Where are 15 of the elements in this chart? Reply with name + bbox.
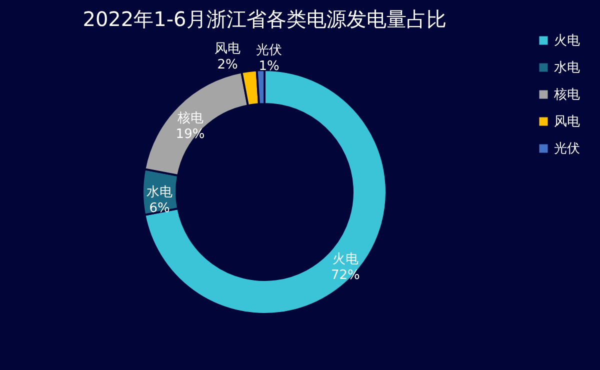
slice-label: 火电 (332, 252, 358, 267)
legend-label: 火电 (554, 34, 580, 48)
chart-title: 2022年1-6月浙江省各类电源发电量占比 (82, 7, 446, 31)
data-label: 6% (149, 201, 170, 216)
slice-label: 核电 (176, 110, 204, 126)
legend-label: 水电 (554, 60, 580, 76)
slice-label: 光伏 (256, 42, 282, 58)
slice-label: 风电 (214, 41, 241, 56)
slice-label: 水电 (146, 185, 172, 200)
data-label: 2% (217, 57, 238, 72)
legend-label: 光伏 (554, 142, 580, 156)
donut-slice (144, 69, 388, 315)
legend-label: 风电 (554, 114, 580, 130)
legend-label: 核电 (553, 88, 580, 102)
data-label: 1% (258, 58, 280, 74)
